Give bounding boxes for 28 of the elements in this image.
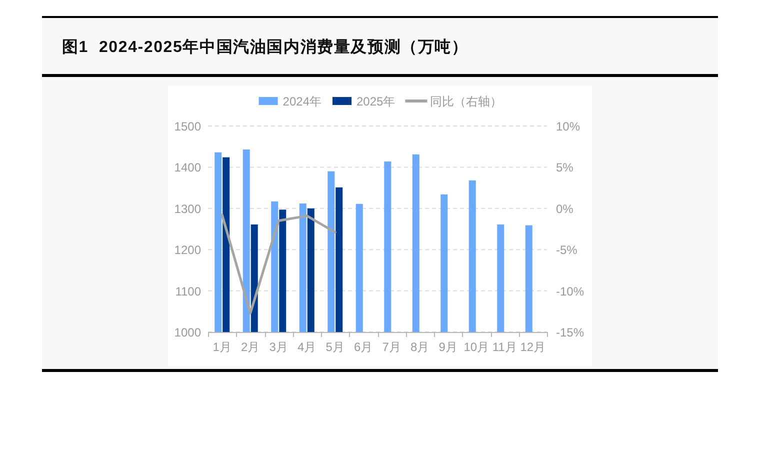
y-tick-label: 1500 (174, 120, 201, 134)
y-tick-label: 1100 (175, 284, 201, 298)
x-tick-label: 5月 (326, 340, 344, 354)
y-tick-label: 1300 (174, 202, 201, 216)
x-tick-label: 4月 (298, 340, 316, 354)
x-tick-label: 6月 (354, 340, 373, 354)
x-tick-label: 12月 (520, 340, 546, 354)
x-tick-label: 3月 (269, 340, 288, 354)
y2-tick-label: 0% (556, 202, 574, 216)
title: 图1 2024-2025年中国汽油国内消费量及预测（万吨） (62, 39, 468, 56)
y2-tick-label: -10% (556, 284, 584, 298)
x-tick-label: 7月 (382, 340, 401, 354)
y2-tick-label: 5% (556, 160, 574, 175)
y-tick-label: 1000 (174, 326, 201, 340)
x-tick-label: 1月 (212, 340, 232, 354)
x-tick-label: 8月 (410, 340, 430, 354)
legend-label: 2025年 (356, 94, 396, 108)
x-tick-label: 10月 (464, 340, 490, 354)
legend-label: 2024年 (282, 94, 322, 108)
y2-tick-label: -5% (556, 243, 578, 258)
y2-tick-label: 10% (556, 120, 580, 134)
y-tick-label: 1400 (174, 160, 201, 175)
x-tick-label: 11月 (492, 340, 517, 354)
x-tick-label: 9月 (438, 340, 458, 354)
legend-label: 同比（右轴） (430, 94, 502, 108)
y-tick-label: 1200 (174, 243, 201, 258)
y2-tick-label: -15% (556, 326, 584, 340)
x-tick-label: 2月 (241, 340, 260, 354)
